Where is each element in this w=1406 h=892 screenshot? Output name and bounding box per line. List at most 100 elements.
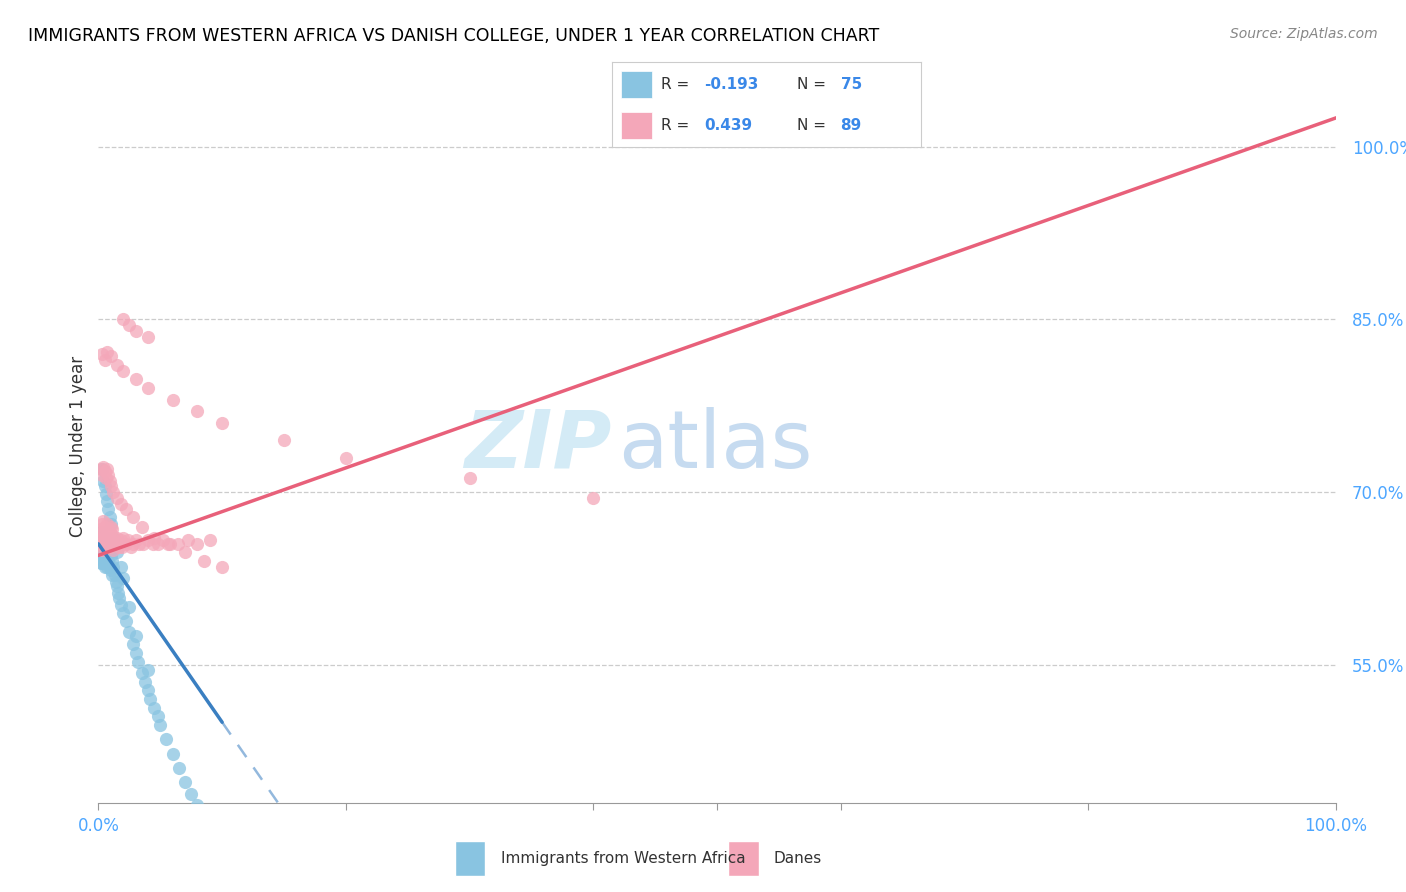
Point — [90, 542, 112, 557]
Point — [93, 542, 115, 557]
Point — [101, 537, 124, 551]
Point — [112, 606, 135, 620]
Point — [97, 542, 120, 557]
Text: 89: 89 — [841, 118, 862, 133]
FancyBboxPatch shape — [621, 71, 652, 98]
Point — [193, 554, 215, 568]
Point — [118, 625, 141, 640]
Point — [103, 542, 125, 557]
Point — [146, 709, 169, 723]
Point — [93, 533, 115, 548]
Point — [98, 525, 121, 540]
Point — [131, 519, 153, 533]
Point — [174, 545, 197, 559]
Point — [94, 522, 117, 536]
Point — [90, 533, 112, 548]
Point — [105, 579, 128, 593]
Point — [120, 541, 142, 555]
Point — [211, 559, 233, 574]
Point — [91, 542, 114, 557]
Point — [93, 519, 115, 533]
Point — [91, 531, 114, 545]
Point — [167, 761, 190, 775]
Point — [96, 462, 118, 476]
Text: 0.439: 0.439 — [704, 118, 752, 133]
Point — [94, 557, 117, 571]
Point — [93, 464, 115, 478]
Point — [110, 559, 132, 574]
Point — [103, 568, 125, 582]
Point — [110, 533, 132, 548]
Point — [96, 559, 118, 574]
Point — [98, 541, 121, 555]
Point — [93, 514, 115, 528]
Point — [100, 517, 122, 532]
Point — [91, 347, 114, 361]
Point — [143, 531, 166, 545]
Point — [159, 537, 181, 551]
Point — [186, 537, 208, 551]
Point — [94, 545, 117, 559]
Point — [111, 541, 134, 555]
Point — [211, 416, 233, 430]
Text: Immigrants from Western Africa: Immigrants from Western Africa — [501, 851, 745, 866]
Point — [149, 717, 172, 731]
Point — [100, 563, 122, 577]
Point — [128, 537, 150, 551]
Point — [98, 545, 121, 559]
Point — [108, 541, 131, 555]
Text: 75: 75 — [841, 77, 862, 92]
Text: ZIP: ZIP — [464, 407, 612, 485]
Point — [93, 479, 115, 493]
Text: R =: R = — [661, 77, 695, 92]
Point — [93, 533, 115, 548]
Point — [97, 522, 120, 536]
Point — [122, 637, 145, 651]
Point — [91, 541, 114, 555]
Point — [136, 533, 159, 548]
Point — [107, 586, 129, 600]
Point — [105, 545, 128, 559]
Point — [156, 537, 179, 551]
Point — [118, 600, 141, 615]
Point — [124, 372, 146, 386]
Point — [93, 525, 115, 540]
Point — [139, 692, 162, 706]
Point — [94, 471, 117, 485]
Point — [582, 491, 605, 505]
Point — [122, 510, 145, 524]
Y-axis label: College, Under 1 year: College, Under 1 year — [69, 355, 87, 537]
Point — [90, 525, 112, 540]
Point — [136, 329, 159, 343]
Point — [93, 545, 115, 559]
Point — [90, 462, 112, 476]
Point — [96, 531, 118, 545]
Point — [94, 537, 117, 551]
Point — [186, 798, 208, 813]
Point — [94, 531, 117, 545]
Text: N =: N = — [797, 77, 831, 92]
Point — [93, 474, 115, 488]
Point — [96, 494, 118, 508]
Point — [93, 559, 115, 574]
Point — [114, 537, 136, 551]
Point — [89, 537, 111, 551]
Point — [122, 537, 145, 551]
Point — [91, 549, 114, 563]
Point — [134, 675, 156, 690]
Text: -0.193: -0.193 — [704, 77, 759, 92]
Point — [273, 434, 295, 448]
Point — [97, 467, 120, 482]
Point — [124, 629, 146, 643]
Point — [124, 324, 146, 338]
Point — [110, 598, 132, 612]
Point — [97, 554, 120, 568]
Point — [112, 531, 135, 545]
Point — [98, 474, 121, 488]
Point — [89, 537, 111, 551]
Point — [96, 517, 118, 532]
Point — [104, 574, 127, 589]
Point — [174, 775, 197, 789]
Point — [124, 533, 146, 548]
Point — [162, 392, 184, 407]
